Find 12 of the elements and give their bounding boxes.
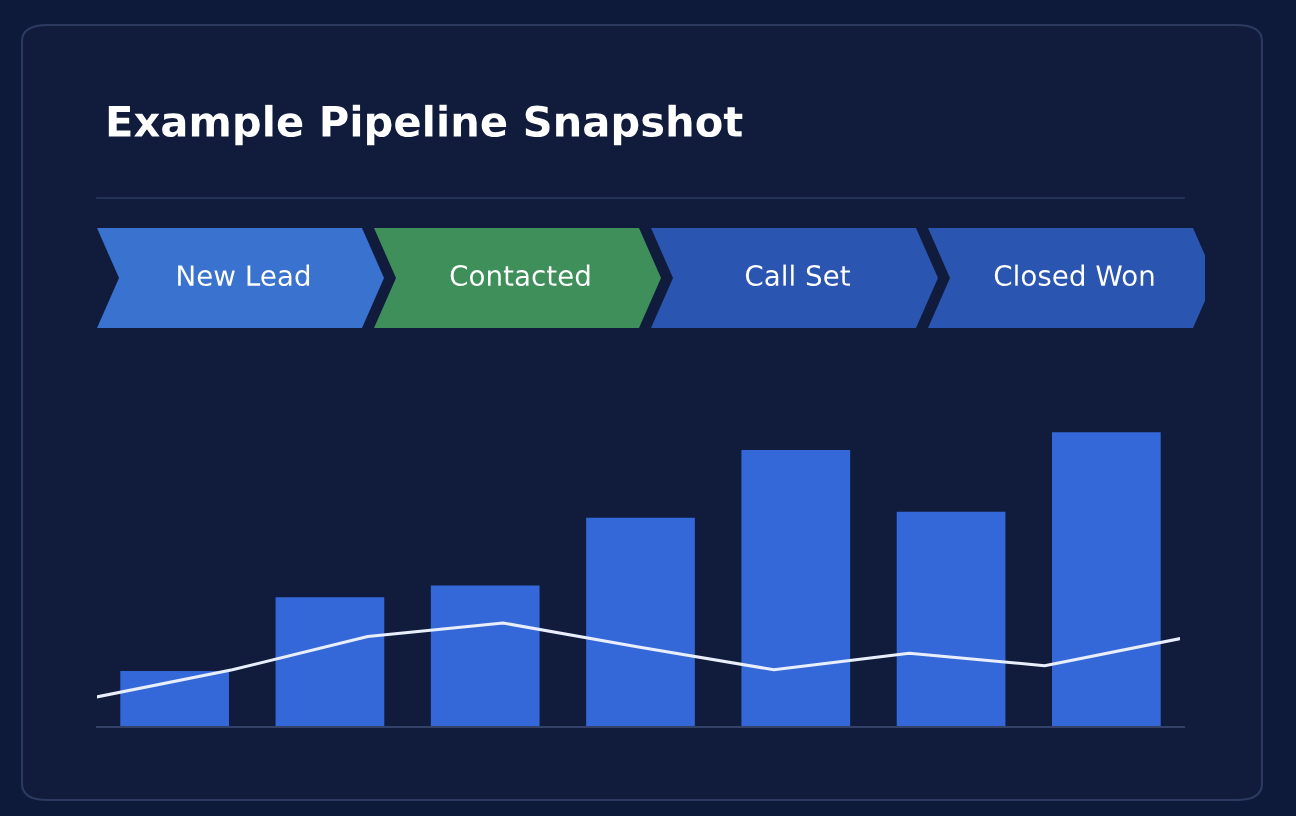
category-label: New Lead bbox=[178, 264, 310, 287]
bar bbox=[120, 670, 229, 727]
category-label: Call Set bbox=[745, 264, 850, 287]
bar bbox=[741, 449, 851, 727]
bar bbox=[430, 585, 540, 727]
text: Example Pipeline Snapshot bbox=[108, 104, 743, 146]
category-label: Closed Won bbox=[994, 264, 1154, 287]
bar bbox=[896, 511, 1006, 727]
bar bbox=[275, 597, 385, 727]
bar bbox=[1052, 432, 1161, 727]
category-label: Contacted bbox=[450, 264, 590, 287]
bar bbox=[586, 517, 695, 727]
